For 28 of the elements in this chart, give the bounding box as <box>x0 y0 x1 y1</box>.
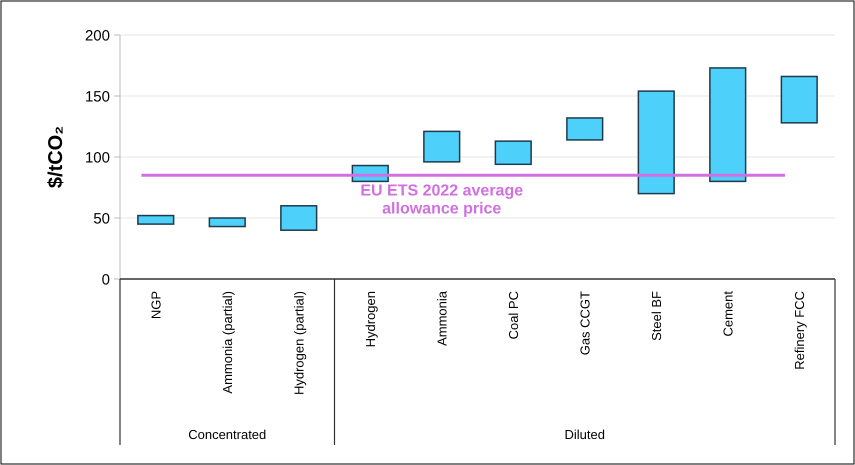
bar <box>780 76 818 124</box>
x-tick-label: Hydrogen <box>362 291 378 348</box>
bar <box>566 117 604 141</box>
y-tick-label: 0 <box>102 271 110 288</box>
y-tick-label: 150 <box>84 88 110 106</box>
ref-line-label: EU ETS 2022 average allowance price <box>360 182 524 218</box>
text: Diluted <box>564 427 605 442</box>
x-tick-label: Cement <box>720 290 736 337</box>
x-tick-label: Coal PC <box>506 291 521 340</box>
bar <box>494 140 532 166</box>
x-tick-label: Steel BF <box>648 290 664 341</box>
bar <box>709 67 746 182</box>
y-axis-title: $/tCO₂ <box>45 126 67 188</box>
x-tick-label: Ammonia <box>434 290 450 346</box>
x-tick-label: Gas CCGT <box>577 290 592 356</box>
x-tick-label: Refinery FCC <box>792 291 807 370</box>
bar <box>208 217 246 228</box>
bar <box>423 130 460 163</box>
text: Concentrated <box>188 427 266 442</box>
bar <box>137 214 174 225</box>
y-tick-label: 100 <box>84 149 110 166</box>
x-tick-label: Ammonia (partial) <box>220 291 235 394</box>
x-tick-label: NGP <box>148 291 164 320</box>
bar <box>638 90 675 194</box>
bar <box>280 205 318 231</box>
x-tick-label: Hydrogen (partial) <box>291 291 306 396</box>
y-tick-label: 50 <box>93 210 110 228</box>
y-tick-label: 200 <box>84 27 110 44</box>
